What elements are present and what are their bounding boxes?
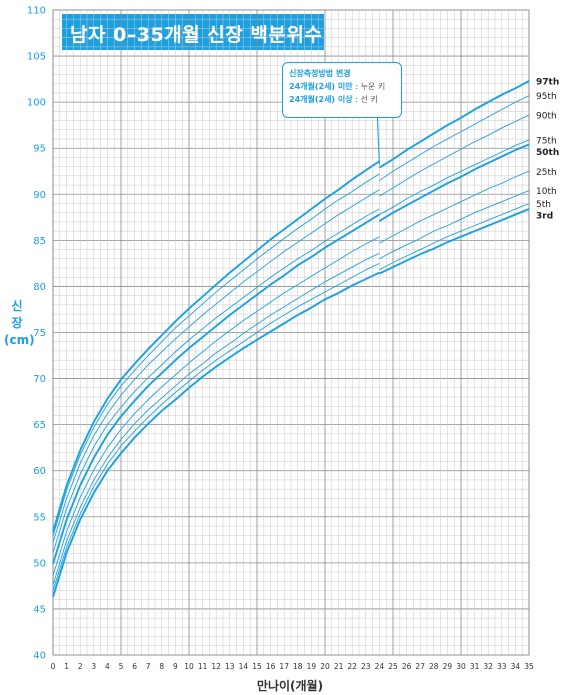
x-tick-label: 8 [159, 662, 164, 671]
y-tick-label: 80 [33, 282, 46, 293]
chart-legend: 97th 95th 90th 75th 50th 25th 10th 5th 3rd [536, 77, 559, 221]
percentile-line-5th-standing [379, 203, 530, 271]
x-tick-label: 1 [64, 662, 69, 671]
percentile-line-97th-standing [378, 80, 530, 169]
y-tick-label: 85 [33, 236, 46, 247]
y-tick-label: 90 [33, 190, 46, 201]
legend-label-90th: 90th [536, 112, 557, 122]
y-axis-label-line: 신 [11, 299, 23, 313]
x-tick-label: 18 [293, 662, 303, 671]
x-tick-label: 15 [252, 662, 262, 671]
x-axis-ticks: 0 1 2 3 4 5 6 7 8 9 10 11 12 13 14 15 16 17 18 19 20 21 22 23 24… [51, 662, 534, 671]
y-tick-label: 50 [33, 558, 46, 569]
y-axis-label: 신 장 (cm) [4, 298, 35, 349]
x-tick-label: 5 [119, 662, 124, 671]
x-tick-label: 10 [184, 662, 194, 671]
y-tick-label: 45 [33, 604, 46, 615]
legend-label-97th: 97th [536, 77, 559, 87]
x-tick-label: 33 [497, 662, 507, 671]
y-axis-ticks: 40 45 50 55 60 65 70 75 80 85 90 95 100 105 110 [27, 6, 46, 662]
note-title: 신장측정방법 변경 [289, 69, 351, 78]
x-tick-label: 20 [320, 662, 330, 671]
plot-border [52, 9, 530, 656]
percentile-line-10th-standing [379, 190, 530, 260]
y-tick-label: 100 [27, 98, 46, 109]
x-tick-label: 24 [375, 662, 385, 671]
percentile-line-3rd-standing [378, 208, 530, 275]
percentile-line-25th-recumbent [52, 236, 380, 576]
y-axis-label-line: 장 [11, 316, 23, 330]
percentile-line-10th-recumbent [52, 252, 380, 586]
x-tick-label: 13 [225, 662, 235, 671]
x-tick-label: 11 [198, 662, 208, 671]
note-line-under-24: 24개월(2세) 미만 : 누운 키 [289, 80, 395, 93]
x-tick-label: 16 [266, 662, 276, 671]
measurement-change-note: 신장측정방법 변경 24개월(2세) 미만 : 누운 키 24개월(2세) 이상… [282, 62, 402, 118]
percentile-line-90th-recumbent [52, 189, 380, 543]
x-tick-label: 7 [146, 662, 151, 671]
x-tick-label: 21 [334, 662, 344, 671]
note-method: : 선 키 [355, 95, 378, 104]
x-tick-label: 27 [415, 662, 425, 671]
percentile-line-97th-recumbent [52, 160, 380, 532]
legend-label-3rd: 3rd [536, 212, 553, 222]
y-tick-label: 105 [27, 52, 46, 63]
legend-label-75th: 75th [536, 136, 557, 146]
percentile-line-25th-standing [379, 170, 530, 244]
legend-label-50th: 50th [536, 148, 559, 158]
x-tick-label: 30 [456, 662, 466, 671]
percentile-line-50th-standing [378, 143, 530, 222]
chart-title: 남자 0–35개월 신장 백분위수 [70, 24, 323, 46]
legend-label-95th: 95th [536, 92, 557, 102]
percentile-line-50th-recumbent [52, 213, 380, 565]
percentile-line-75th-standing [379, 139, 530, 215]
chart-series [52, 80, 530, 598]
x-axis-label: 만나이(개월) [256, 679, 324, 693]
x-tick-label: 23 [361, 662, 371, 671]
note-line-over-24: 24개월(2세) 이상 : 선 키 [289, 93, 395, 106]
x-tick-label: 9 [173, 662, 178, 671]
y-tick-label: 110 [27, 6, 46, 17]
x-tick-label: 34 [511, 662, 521, 671]
note-method: : 누운 키 [355, 82, 386, 91]
y-tick-label: 55 [33, 512, 46, 523]
x-tick-label: 0 [51, 662, 56, 671]
x-tick-label: 25 [388, 662, 398, 671]
x-tick-label: 31 [470, 662, 480, 671]
y-axis-label-line: (cm) [4, 333, 35, 347]
percentile-line-75th-recumbent [52, 208, 380, 553]
x-tick-label: 22 [347, 662, 357, 671]
note-condition: 24개월(2세) 미만 [289, 82, 353, 91]
x-tick-label: 19 [307, 662, 317, 671]
y-tick-label: 60 [33, 466, 46, 477]
legend-label-25th: 25th [536, 168, 557, 178]
x-tick-label: 32 [483, 662, 493, 671]
y-tick-label: 95 [33, 144, 46, 155]
x-tick-label: 28 [429, 662, 439, 671]
y-tick-label: 75 [33, 328, 46, 339]
percentile-line-95th-standing [379, 95, 530, 181]
x-tick-label: 2 [78, 662, 83, 671]
percentile-line-5th-recumbent [52, 262, 380, 591]
x-tick-label: 35 [524, 662, 534, 671]
percentile-line-3rd-recumbent [52, 271, 380, 598]
x-tick-label: 3 [91, 662, 96, 671]
x-tick-label: 4 [105, 662, 110, 671]
y-tick-label: 70 [33, 374, 46, 385]
y-tick-label: 65 [33, 420, 46, 431]
percentile-line-90th-standing [379, 114, 530, 197]
percentile-line-95th-recumbent [52, 173, 380, 537]
legend-label-10th: 10th [536, 187, 557, 197]
x-tick-label: 26 [402, 662, 412, 671]
note-condition: 24개월(2세) 이상 [289, 95, 353, 104]
y-tick-label: 40 [33, 651, 46, 662]
title-background [62, 14, 324, 50]
x-tick-label: 6 [132, 662, 137, 671]
x-tick-label: 29 [443, 662, 453, 671]
x-tick-label: 14 [239, 662, 249, 671]
x-tick-label: 12 [211, 662, 221, 671]
x-tick-label: 17 [279, 662, 289, 671]
legend-label-5th: 5th [536, 200, 551, 210]
